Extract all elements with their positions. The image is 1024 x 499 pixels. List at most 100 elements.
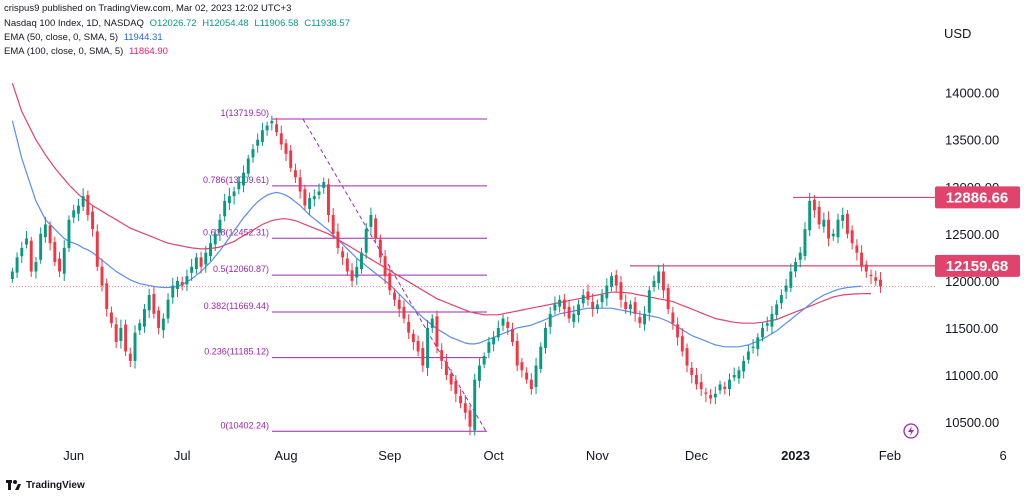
candle bbox=[558, 295, 562, 313]
candle bbox=[341, 246, 345, 265]
candle bbox=[638, 310, 642, 329]
candle-body bbox=[845, 213, 849, 234]
candle bbox=[43, 216, 47, 243]
currency-label: USD bbox=[944, 26, 971, 41]
candle-body bbox=[350, 270, 354, 281]
candle-body bbox=[794, 262, 798, 272]
candle-body bbox=[279, 133, 283, 145]
candle-body bbox=[284, 143, 288, 154]
candle bbox=[718, 380, 722, 395]
candle-body bbox=[661, 271, 665, 291]
candle bbox=[421, 341, 425, 373]
candle-body bbox=[803, 229, 807, 257]
candle-body bbox=[293, 170, 297, 178]
candle bbox=[850, 225, 854, 250]
fib-label: 0.618(12452.31) bbox=[203, 227, 269, 237]
candle-body bbox=[657, 271, 661, 284]
candle bbox=[510, 322, 514, 347]
candle bbox=[548, 307, 552, 335]
candle-body bbox=[713, 393, 717, 398]
candle-body bbox=[595, 304, 599, 310]
candle bbox=[209, 235, 212, 262]
candle bbox=[275, 117, 279, 137]
candle bbox=[34, 256, 38, 279]
candle bbox=[713, 386, 717, 405]
y-axis: 14000.0013500.0013000.0012500.0012000.00… bbox=[945, 86, 999, 430]
candle bbox=[369, 207, 373, 235]
candle bbox=[775, 300, 779, 320]
candle-body bbox=[690, 367, 694, 375]
candle bbox=[520, 358, 524, 378]
candle bbox=[449, 369, 453, 392]
candle bbox=[699, 373, 703, 396]
candle bbox=[407, 314, 411, 340]
candle bbox=[95, 224, 99, 272]
candle-body bbox=[855, 245, 859, 253]
candle-body bbox=[633, 302, 637, 314]
candle bbox=[133, 325, 137, 369]
candle-body bbox=[581, 295, 585, 304]
candle-body bbox=[699, 382, 703, 390]
candle-body bbox=[860, 252, 864, 267]
candle-body bbox=[180, 282, 184, 286]
x-tick-label: Aug bbox=[274, 448, 297, 463]
y-tick-label: 11000.00 bbox=[945, 368, 998, 383]
candle bbox=[529, 373, 533, 395]
candle-body bbox=[544, 327, 547, 348]
candle-body bbox=[671, 312, 675, 324]
y-tick-label: 11500.00 bbox=[945, 321, 998, 336]
candle bbox=[492, 331, 496, 352]
candle bbox=[633, 296, 637, 322]
lightning-icon[interactable] bbox=[903, 423, 919, 439]
candle bbox=[534, 357, 538, 395]
candle-body bbox=[157, 310, 161, 328]
candle bbox=[138, 319, 142, 335]
candle bbox=[326, 178, 330, 223]
candle-body bbox=[463, 403, 467, 413]
candle-body bbox=[10, 271, 14, 279]
candle bbox=[808, 192, 812, 237]
candles bbox=[10, 115, 882, 436]
candle-body bbox=[190, 266, 194, 273]
candle-body bbox=[29, 240, 33, 272]
candle bbox=[803, 222, 807, 261]
candle-body bbox=[124, 324, 128, 352]
candle bbox=[25, 231, 28, 249]
candle-body bbox=[213, 233, 217, 245]
candle bbox=[355, 258, 359, 286]
candle-body bbox=[765, 323, 769, 326]
candle-body bbox=[109, 312, 113, 324]
candle bbox=[180, 276, 184, 291]
candle-body bbox=[114, 324, 118, 343]
candle-body bbox=[784, 285, 788, 292]
candle-body bbox=[76, 205, 80, 214]
candle-body bbox=[369, 215, 373, 227]
candle-body bbox=[779, 295, 783, 304]
close-value: C11938.57 bbox=[304, 18, 350, 29]
candle bbox=[246, 154, 250, 178]
candle bbox=[878, 272, 882, 293]
candle-body bbox=[105, 283, 109, 310]
candle-body bbox=[808, 200, 812, 231]
candle-body bbox=[567, 306, 571, 319]
candle bbox=[794, 257, 798, 278]
candle-body bbox=[694, 375, 698, 385]
candle-body bbox=[43, 224, 47, 238]
candle-body bbox=[171, 285, 175, 298]
candle bbox=[105, 278, 109, 317]
candle bbox=[100, 258, 104, 292]
candle-body bbox=[383, 256, 387, 277]
candle-body bbox=[440, 350, 444, 361]
candle bbox=[591, 293, 595, 317]
candle bbox=[619, 275, 623, 308]
candle-body bbox=[176, 280, 179, 289]
horizontal-levels bbox=[10, 196, 935, 288]
candle bbox=[190, 258, 194, 281]
candle bbox=[860, 245, 864, 272]
candle-body bbox=[199, 257, 203, 267]
candle bbox=[317, 183, 321, 200]
candle-body bbox=[496, 327, 500, 338]
candle-body bbox=[756, 337, 760, 350]
candle-body bbox=[539, 346, 543, 369]
